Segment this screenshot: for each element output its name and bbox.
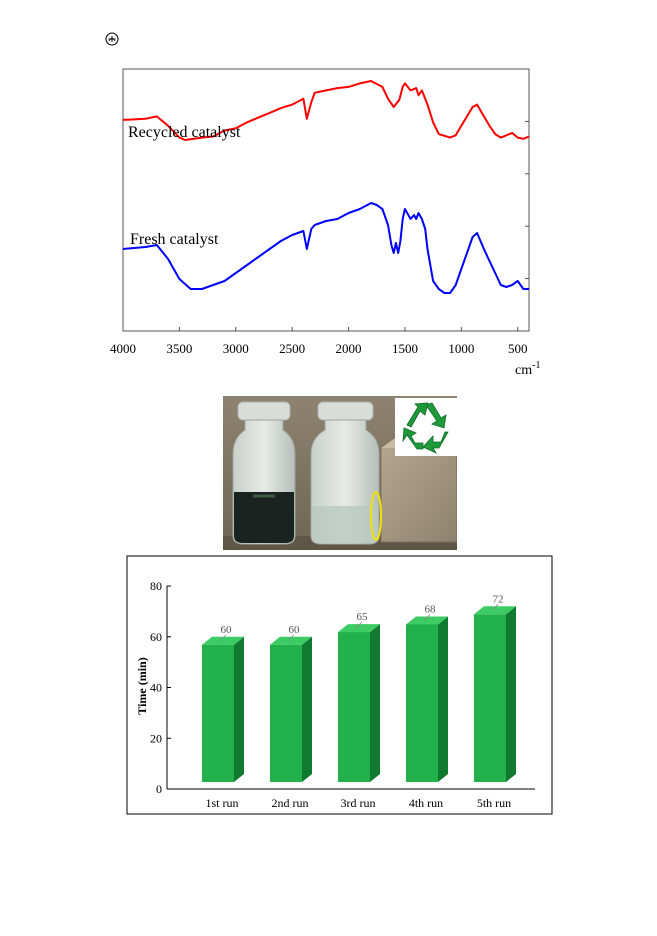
series-label-recycled: Recycled catalyst [128, 124, 241, 141]
bar: 72 [474, 593, 516, 782]
bar-value-label: 60 [221, 624, 233, 636]
bar-y-axis-label: Time (min) [135, 657, 149, 714]
ir-right-ticks [525, 120, 529, 280]
ir-plot-frame [122, 68, 530, 332]
ir-x-tick-label: 500 [508, 341, 528, 356]
bar-category-label: 2nd run [272, 796, 309, 810]
bar-label-leader [287, 634, 295, 642]
bar-front [474, 614, 506, 782]
bar-side [438, 616, 448, 782]
bar-top [202, 636, 244, 645]
bar-front [338, 632, 370, 782]
ir-x-tick-label: 1500 [392, 341, 418, 356]
bar: 60 [270, 624, 312, 782]
bar-label-leader [355, 621, 363, 629]
bar-y-tick-label: 20 [150, 731, 162, 745]
bar-category-label: 4th run [409, 796, 443, 810]
bar-x-labels: 1st run 2nd run 3rd run 4th run 5th run [206, 796, 512, 810]
ir-x-tick-label: 1000 [448, 341, 474, 356]
bar-y-tick-label: 0 [156, 782, 162, 796]
bar-label-leader [423, 614, 431, 621]
bar-value-label: 65 [357, 611, 369, 623]
ir-x-tick-label: 2000 [336, 341, 362, 356]
ir-series-lines [122, 80, 530, 294]
right-vial [310, 401, 380, 545]
bar-side [506, 606, 516, 782]
bar-category-label: 3rd run [341, 796, 376, 810]
magnetic-catalyst-highlight [370, 491, 382, 541]
bar-value-label: 68 [425, 603, 437, 615]
recycle-icon [395, 398, 457, 456]
series-label-fresh: Fresh catalyst [130, 231, 219, 248]
ir-line-fresh [122, 202, 529, 294]
bar-label-leader [491, 604, 499, 611]
bar-category-label: 5th run [477, 796, 511, 810]
ir-line-recycled [122, 80, 530, 141]
bar-top [270, 636, 312, 645]
bar-front [406, 624, 438, 782]
bar-side [370, 624, 380, 782]
ir-x-axis-label-sup: -1 [532, 360, 540, 371]
ir-x-tick-label: 4000 [110, 341, 136, 356]
bar-side [234, 636, 244, 782]
ir-spectrum-chart: 4000 3500 3000 2500 2000 1500 1000 500 Recycled… [110, 68, 540, 378]
bar-top [338, 624, 380, 633]
ir-x-tick-label: 3000 [223, 341, 249, 356]
ir-x-axis-label: cm-1 [515, 360, 540, 378]
ir-x-axis-label-main: cm [515, 363, 532, 378]
corner-symbol-icon [105, 32, 119, 46]
left-vial [232, 401, 296, 545]
bar: 60 [202, 624, 244, 782]
bar-series: 60 60 65 68 72 [202, 593, 516, 782]
bar-front [202, 644, 234, 782]
ir-x-tick-label: 2500 [279, 341, 305, 356]
bar-category-label: 1st run [206, 796, 239, 810]
bar-top [406, 616, 448, 625]
bar-y-tick-label: 60 [150, 630, 162, 644]
ir-x-tick-label: 3500 [166, 341, 192, 356]
catalyst-vials-photo [223, 396, 457, 550]
bar-side [302, 636, 312, 782]
bar-y-tick-label: 80 [150, 579, 162, 593]
bar-label-leader [219, 634, 227, 642]
ir-x-ticks: 4000 3500 3000 2500 2000 1500 1000 500 [110, 327, 527, 356]
bar-value-label: 60 [289, 624, 301, 636]
bar-value-label: 72 [493, 593, 504, 605]
bar-y-tick-label: 40 [150, 681, 162, 695]
bar-front [270, 644, 302, 782]
bar-y-ticks: 0 20 40 60 80 [150, 579, 171, 796]
bar-top [474, 606, 516, 615]
bar: 65 [338, 611, 380, 782]
bar: 68 [406, 603, 448, 782]
